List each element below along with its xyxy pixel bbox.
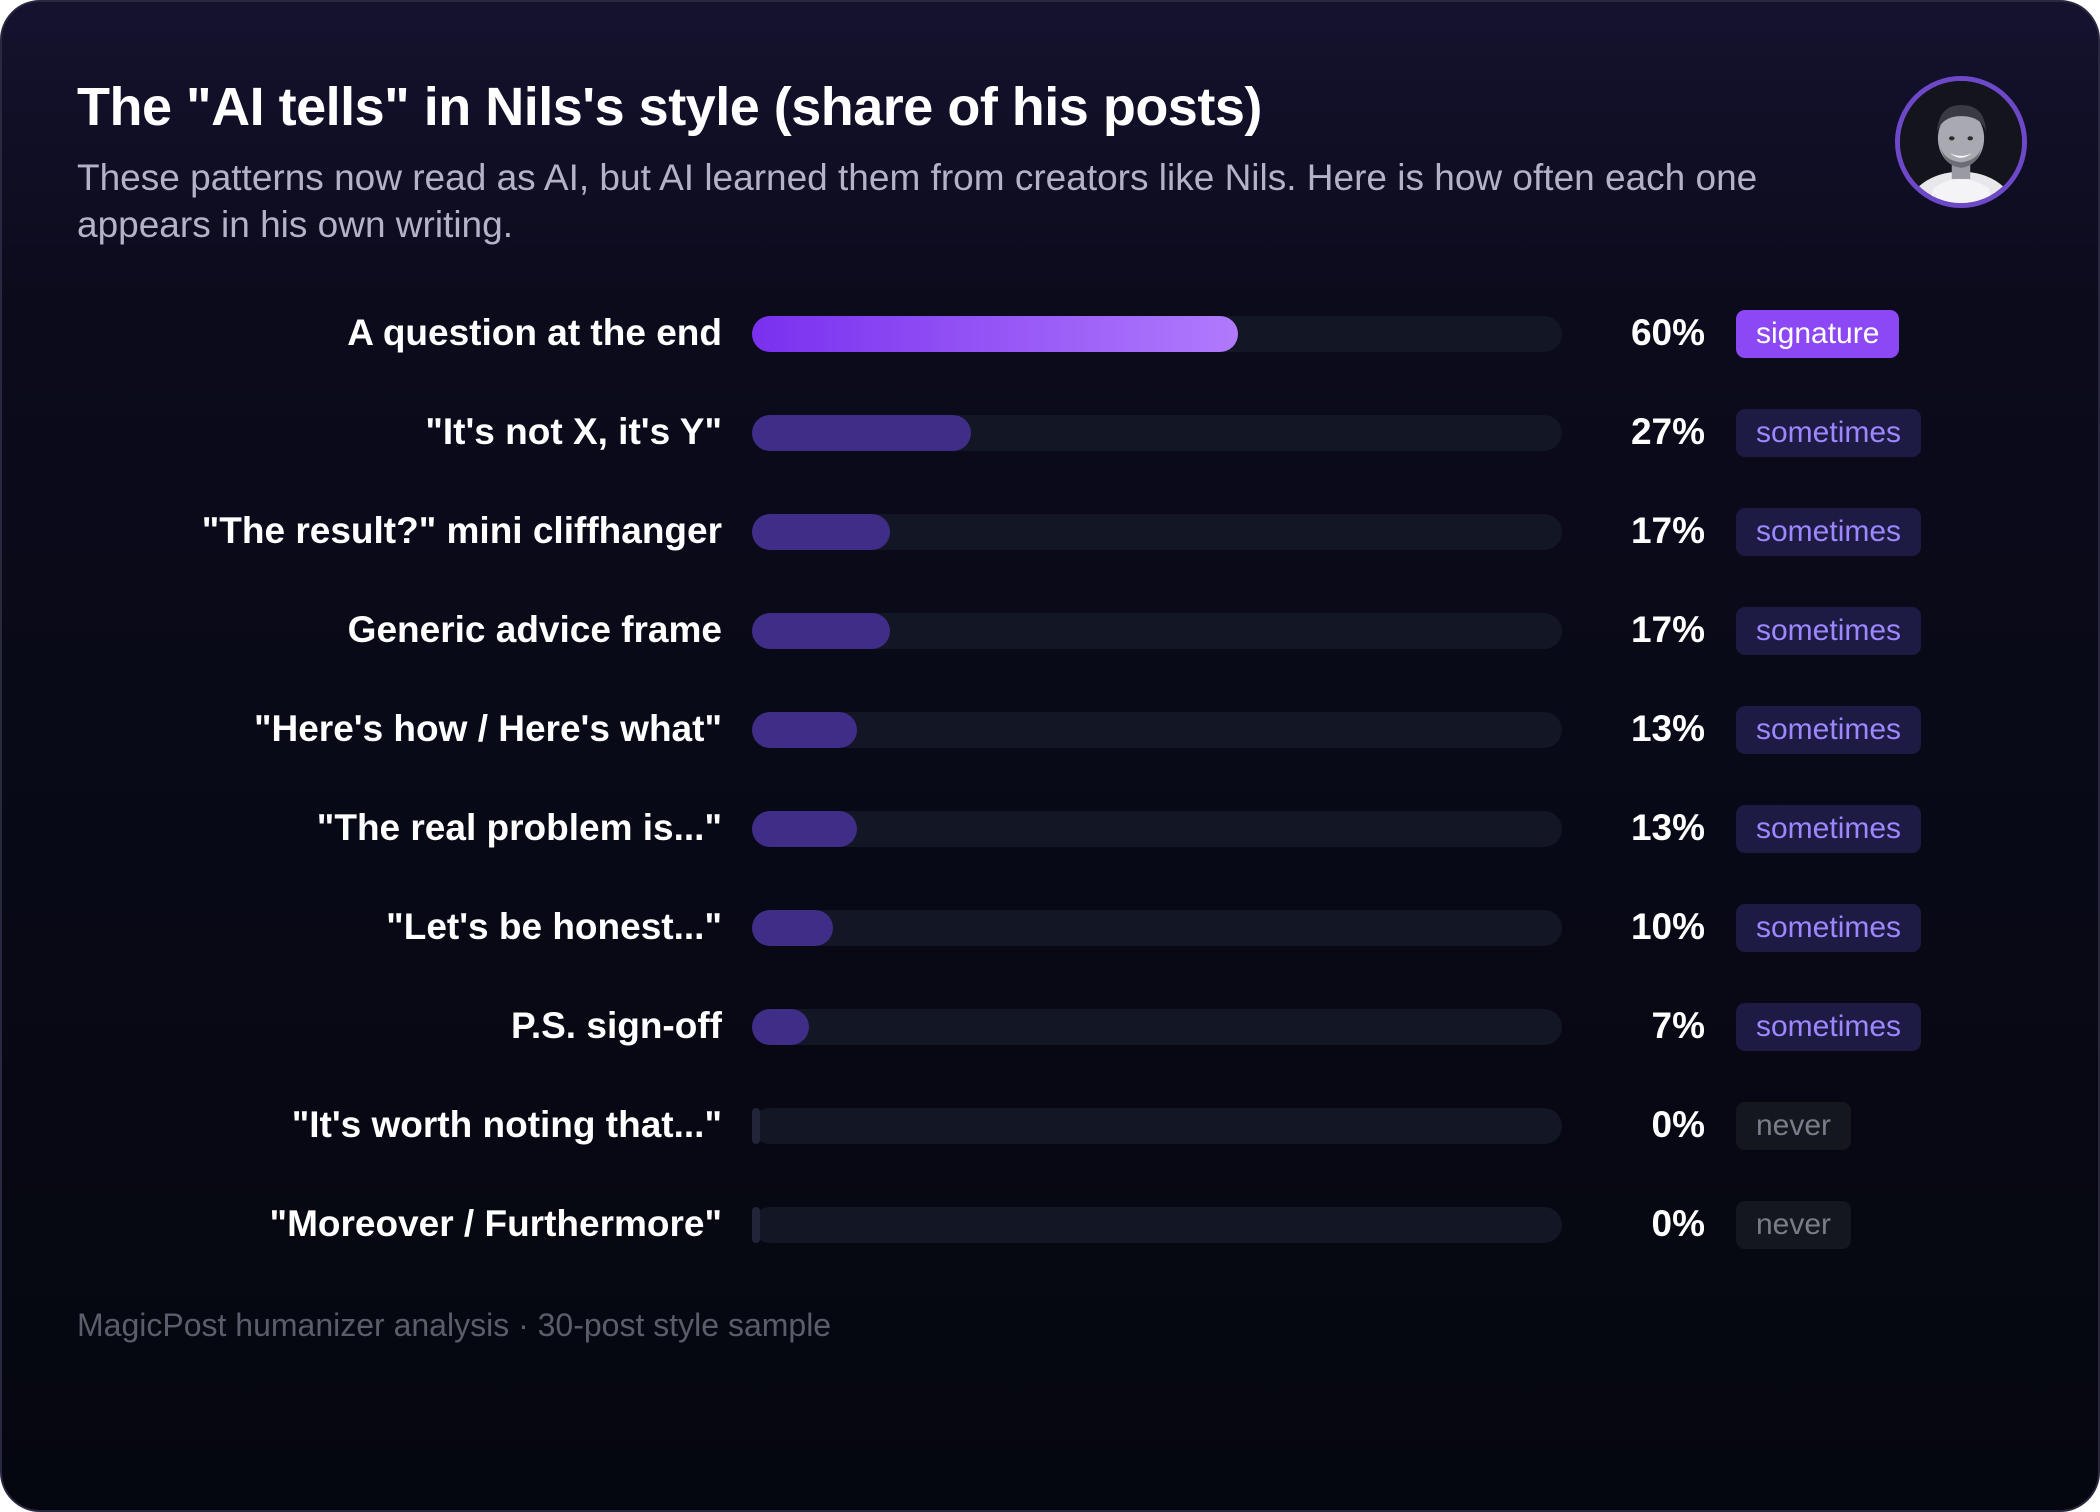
bar-fill — [752, 712, 858, 748]
avatar — [1895, 76, 2027, 208]
value-label: 0% — [1651, 1203, 1705, 1244]
category-label: Generic advice frame — [347, 609, 722, 650]
frequency-badge: sometimes — [1736, 805, 1922, 853]
bar-track — [752, 613, 1562, 649]
value-label: 17% — [1630, 510, 1705, 551]
chart-footer: MagicPost humanizer analysis · 30-post s… — [77, 1307, 832, 1343]
frequency-badge: never — [1736, 1201, 1852, 1249]
bar-row-it-s-worth-noting-that: "It's worth noting that..." 0% never — [2, 1090, 2098, 1160]
bar-track — [752, 1108, 1562, 1144]
category-label: "Here's how / Here's what" — [253, 708, 722, 749]
bar-fill — [752, 415, 971, 451]
bar-fill — [752, 1207, 760, 1243]
frequency-badge: sometimes — [1736, 607, 1922, 655]
bar-row-generic-advice-frame: Generic advice frame 17% sometimes — [2, 595, 2098, 665]
frequency-badge: sometimes — [1736, 508, 1922, 556]
frequency-badge: never — [1736, 1102, 1852, 1150]
category-label: "Let's be honest..." — [386, 906, 722, 947]
bar-row-the-result-mini-cliffhanger: "The result?" mini cliffhanger 17% sometim… — [2, 496, 2098, 566]
value-label: 7% — [1651, 1005, 1705, 1046]
value-label: 0% — [1651, 1104, 1705, 1145]
bar-fill — [752, 910, 833, 946]
bar-track — [752, 811, 1562, 847]
chart-title: The "AI tells" in Nils's style (share of… — [77, 77, 1262, 137]
bar-track — [752, 514, 1562, 550]
category-label: P.S. sign-off — [510, 1005, 722, 1046]
bar-track — [752, 316, 1562, 352]
frequency-badge: sometimes — [1736, 706, 1922, 754]
frequency-badge: sometimes — [1736, 409, 1922, 457]
frequency-badge: signature — [1736, 310, 1900, 358]
category-label: "Moreover / Furthermore" — [269, 1203, 722, 1244]
category-label: "The result?" mini cliffhanger — [201, 510, 722, 551]
value-label: 60% — [1630, 312, 1705, 353]
value-label: 10% — [1630, 906, 1705, 947]
bar-row-let-s-be-honest: "Let's be honest..." 10% sometimes — [2, 892, 2098, 962]
value-label: 13% — [1630, 807, 1705, 848]
bar-track — [752, 910, 1562, 946]
bar-fill — [752, 811, 858, 847]
category-label: "It's not X, it's Y" — [425, 411, 722, 452]
frequency-badge: sometimes — [1736, 904, 1922, 952]
bar-fill — [752, 514, 890, 550]
value-label: 13% — [1630, 708, 1705, 749]
frequency-badge: sometimes — [1736, 1003, 1922, 1051]
category-label: A question at the end — [347, 312, 722, 353]
value-label: 17% — [1630, 609, 1705, 650]
bar-track — [752, 415, 1562, 451]
category-label: "The real problem is..." — [316, 807, 722, 848]
bar-row-a-question-at-the-end: A question at the end 60% signature — [2, 298, 2098, 368]
bar-row-moreover-furthermore: "Moreover / Furthermore" 0% never — [2, 1189, 2098, 1259]
bar-track — [752, 1207, 1562, 1243]
value-label: 27% — [1630, 411, 1705, 452]
bar-fill — [752, 613, 890, 649]
bar-fill — [752, 1108, 760, 1144]
bar-row-here-s-how-here-s-what: "Here's how / Here's what" 13% sometimes — [2, 694, 2098, 764]
bar-fill — [752, 316, 1238, 352]
category-label: "It's worth noting that..." — [291, 1104, 722, 1145]
avatar-photo-icon — [1900, 81, 2022, 203]
bar-row-p-s-sign-off: P.S. sign-off 7% sometimes — [2, 991, 2098, 1061]
bar-track — [752, 1009, 1562, 1045]
chart-subtitle: These patterns now read as AI, but AI le… — [77, 157, 1758, 245]
bar-fill — [752, 1009, 809, 1045]
bar-row-the-real-problem-is: "The real problem is..." 13% sometimes — [2, 793, 2098, 863]
bar-track — [752, 712, 1562, 748]
bar-row-it-s-not-x-it-s-y: "It's not X, it's Y" 27% sometimes — [2, 397, 2098, 467]
